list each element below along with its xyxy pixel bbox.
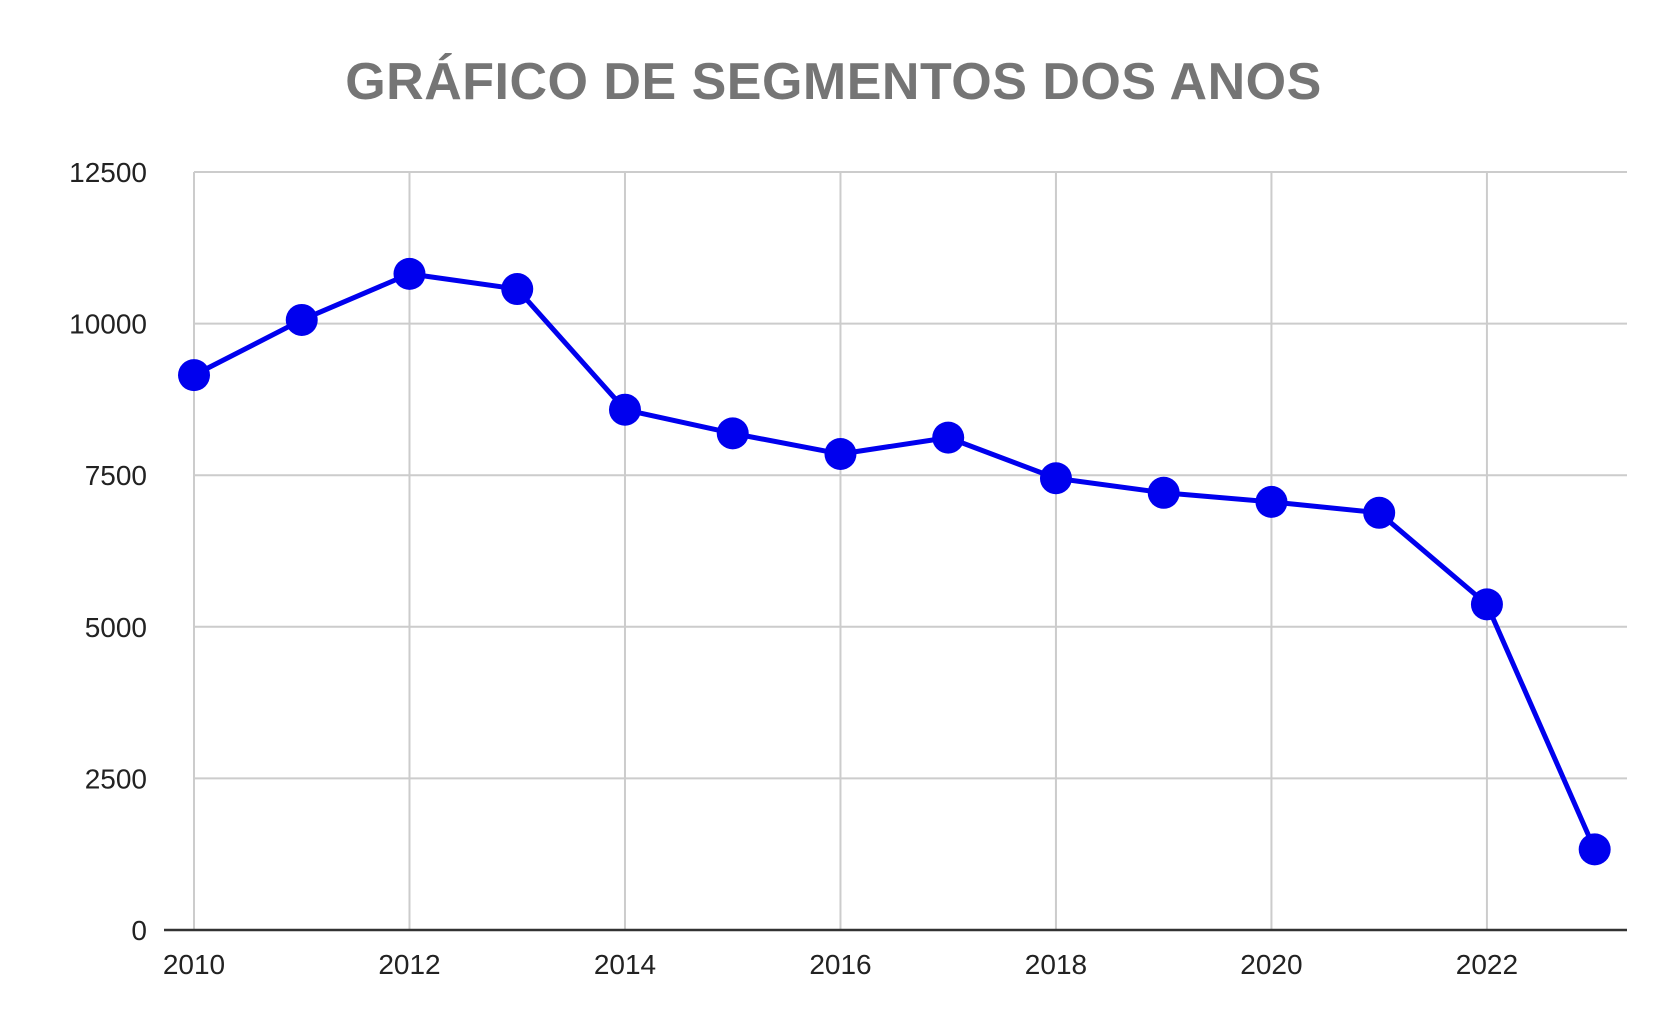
data-point-2015: [716, 417, 749, 450]
data-point-2011: [285, 303, 318, 336]
series-line-group: [192, 271, 1597, 851]
x-tick-label: 2020: [1240, 949, 1302, 980]
data-point-2010: [178, 359, 210, 392]
y-tick-label: 12500: [69, 157, 147, 188]
x-tick-label: 2018: [1025, 949, 1087, 980]
axes: 0 2500 5000 7500 10000 12500 2010 2012 2014 2016 2…: [69, 157, 1627, 980]
data-point-2016: [824, 437, 857, 470]
y-tick-label: 10000: [69, 309, 147, 340]
y-tick-label: 5000: [85, 612, 147, 643]
data-point-2013: [501, 273, 534, 306]
y-tick-label: 7500: [85, 460, 147, 491]
series-line: [192, 271, 1597, 851]
data-points: [178, 257, 1611, 866]
data-point-2019: [1147, 476, 1180, 509]
data-point-2014: [608, 393, 641, 426]
x-tick-label: 2016: [809, 949, 871, 980]
data-point-2023: [1578, 833, 1611, 866]
x-tick-label: 2022: [1456, 949, 1518, 980]
data-point-2012: [393, 257, 426, 290]
y-tick-label: 0: [131, 915, 147, 946]
data-point-2017: [932, 421, 965, 454]
data-point-2018: [1039, 462, 1072, 495]
chart-title: GRÁFICO DE SEGMENTOS DOS ANOS: [345, 53, 1322, 111]
data-point-2021: [1363, 496, 1396, 529]
x-tick-label: 2012: [378, 949, 440, 980]
data-point-2022: [1470, 588, 1503, 621]
data-point-2020: [1255, 485, 1288, 518]
x-tick-label: 2014: [594, 949, 656, 980]
grid-lines: [193, 171, 1627, 930]
x-tick-label: 2010: [163, 949, 225, 980]
y-tick-label: 2500: [85, 763, 147, 794]
